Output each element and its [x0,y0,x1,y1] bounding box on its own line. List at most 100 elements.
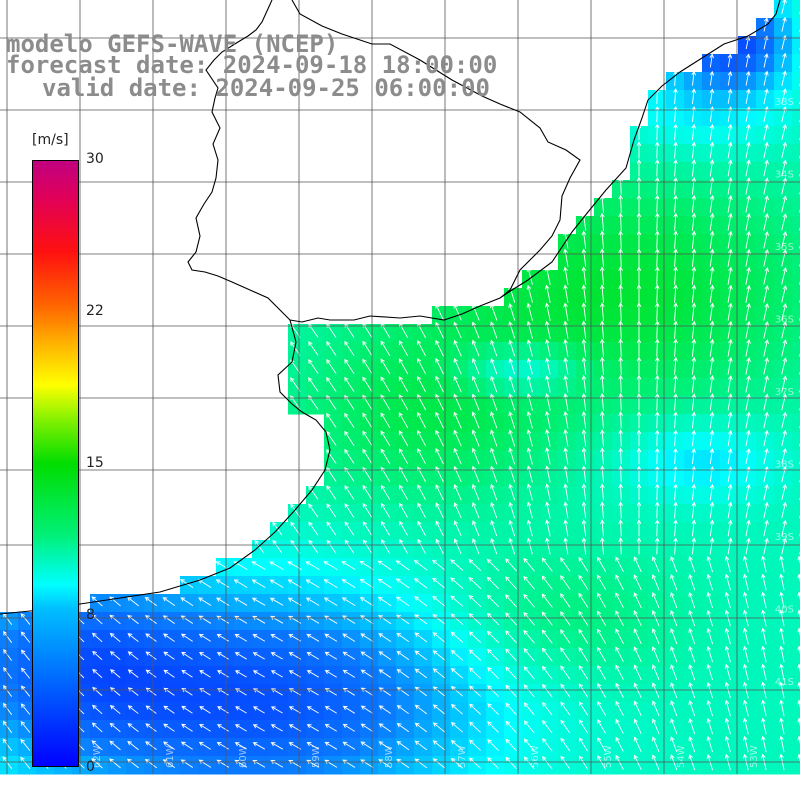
wind-arrow [450,703,463,715]
wind-arrow [432,559,446,571]
wind-arrow [216,652,229,660]
wind-arrow [651,556,660,573]
wind-arrow [636,411,642,429]
field-cell [792,216,800,235]
wind-arrow [633,574,642,591]
wind-arrow [691,519,697,537]
wind-arrow [727,53,733,68]
wind-arrow [414,614,428,625]
wind-arrow [306,615,320,624]
wind-arrow [709,501,715,519]
wind-arrow [163,633,175,642]
wind-arrow [450,649,464,661]
wind-arrow [435,520,444,537]
wind-arrow [578,610,589,626]
lon-label: 56W [530,745,541,768]
wind-arrow [618,212,623,231]
wind-arrow [706,555,713,573]
wind-arrow [145,651,157,660]
wind-arrow [652,718,660,735]
wind-arrow [727,466,733,483]
lon-label: 58W [384,745,395,768]
wind-arrow [724,717,731,735]
wind-arrow [618,230,623,249]
wind-arrow [581,392,587,411]
wind-arrow [688,591,696,609]
wind-arrow [706,609,713,627]
wind-arrow [651,592,660,609]
wind-arrow [109,632,121,643]
wind-arrow [490,465,498,483]
wind-arrow [399,520,409,536]
wind-arrow [633,592,642,609]
wind-arrow [688,555,696,573]
wind-arrow [544,302,551,321]
wind-arrow [563,266,569,285]
wind-arrow [251,561,266,570]
wind-arrow [578,701,589,716]
wind-arrow [797,735,800,745]
wind-arrow [654,194,660,213]
wind-arrow [724,735,731,753]
wind-arrow [745,284,751,303]
wind-arrow [636,447,642,465]
wind-arrow [109,758,121,769]
wind-arrow [615,610,624,627]
wind-arrow [709,141,715,159]
wind-arrow [326,521,337,536]
wind-arrow [341,579,356,589]
wind-arrow [290,539,301,554]
wind-arrow [469,685,481,697]
wind-arrow [636,392,642,411]
wind-arrow [526,266,533,285]
wind-arrow [673,483,678,501]
wind-arrow [435,393,444,411]
wind-arrow [127,740,139,751]
wind-arrow [745,320,751,339]
wind-arrow [673,230,678,249]
wind-arrow [691,70,696,86]
wind-arrow [763,248,769,267]
wind-arrow [581,501,587,519]
wind-arrow [655,338,660,357]
wind-arrow [396,705,410,715]
wind-arrow [781,393,788,411]
wind-arrow [691,411,697,429]
wind-arrow [270,652,283,660]
wind-arrow [745,537,751,555]
wind-arrow [673,88,678,104]
wind-arrow [615,682,624,698]
wind-arrow [763,393,769,411]
wind-arrow [252,724,265,732]
wind-arrow [526,302,533,321]
wind-arrow [761,699,767,717]
wind-arrow [636,141,642,159]
wind-arrow [435,466,444,483]
wind-arrow [432,704,446,715]
wind-arrow [618,501,623,519]
wind-arrow [326,412,337,428]
wind-arrow [290,503,301,518]
wind-arrow [560,755,571,770]
wind-arrow [563,248,569,267]
wind-arrow [581,447,587,465]
wind-arrow [181,723,193,732]
wind-arrow [651,574,660,591]
wind-arrow [545,339,551,357]
wind-arrow [597,682,607,698]
wind-arrow [763,213,769,231]
wind-arrow [417,448,427,465]
wind-arrow [471,303,480,321]
wind-arrow [490,429,498,447]
wind-arrow [727,393,733,411]
wind-arrow [505,612,517,626]
wind-arrow [20,738,31,752]
wind-arrow [163,687,175,696]
wind-arrow [709,123,715,141]
wind-arrow [673,141,678,159]
wind-arrow [360,633,374,642]
wind-arrow [362,539,373,554]
wind-arrow [251,597,266,606]
wind-arrow [490,411,498,429]
wind-arrow [308,539,319,554]
